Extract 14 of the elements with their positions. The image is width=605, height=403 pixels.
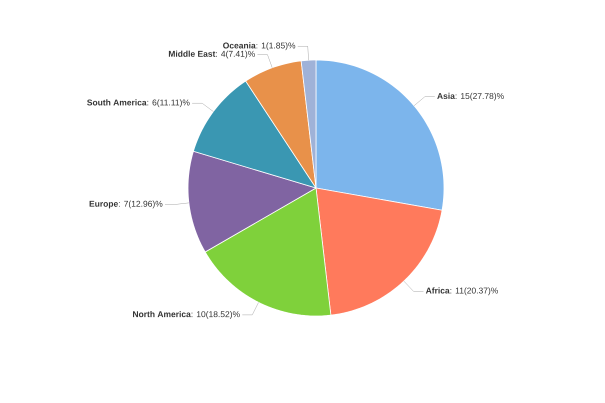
data-label: : 15(27.78)% (456, 92, 504, 101)
data-label: : 4(7.41)% (216, 50, 255, 58)
slice-label: Europe (90, 200, 118, 208)
slice-label: Asia (437, 92, 455, 99)
slice-label: Oceania (223, 42, 256, 49)
slice-label: North America (133, 310, 191, 318)
slice-label: South America (87, 99, 147, 106)
data-label: : 11(20.37)% (450, 287, 498, 296)
data-label: : 1(1.85)% (256, 42, 296, 50)
data-label: : 6(11.11)% (147, 99, 190, 108)
slice-label: Middle East (168, 50, 216, 57)
data-label: : 7(12.96)% (118, 200, 162, 208)
slice-label: Africa (426, 287, 450, 294)
data-label: : 10(18.52)% (192, 310, 240, 319)
